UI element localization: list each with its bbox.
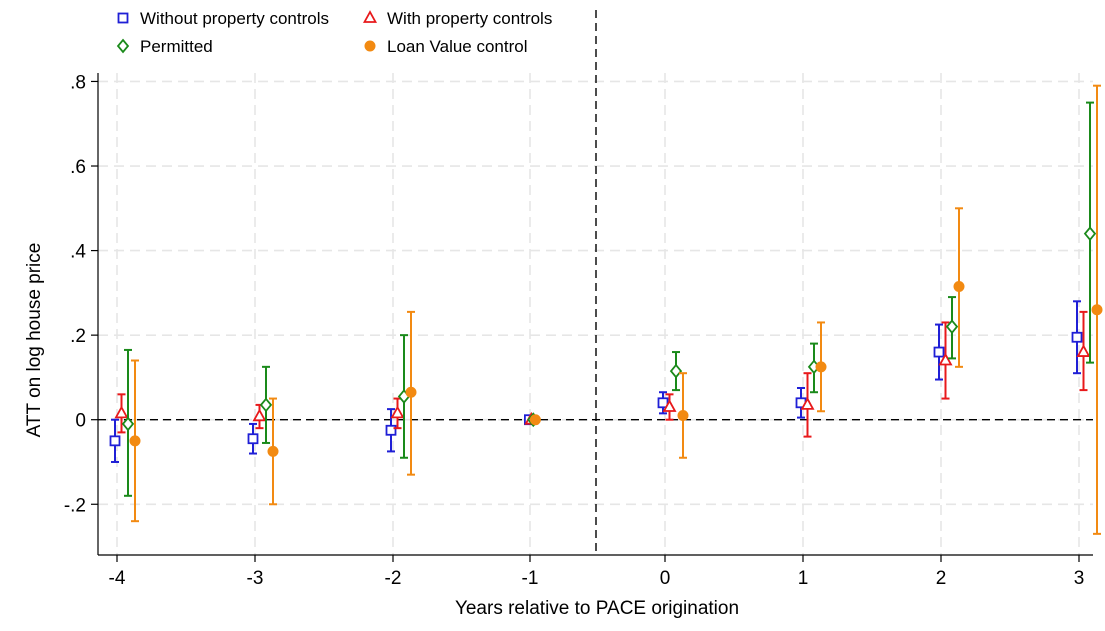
data-point bbox=[933, 346, 945, 358]
legend-label: Permitted bbox=[140, 37, 213, 56]
data-point bbox=[1083, 226, 1097, 242]
data-point bbox=[247, 433, 259, 445]
legend-marker bbox=[362, 10, 378, 23]
y-tick-label: -.2 bbox=[64, 495, 86, 516]
reference-lines bbox=[98, 10, 1093, 555]
legend-label: Loan Value control bbox=[387, 37, 528, 56]
data-point bbox=[109, 435, 121, 447]
data-point bbox=[121, 416, 135, 432]
legend-label: Without property controls bbox=[140, 9, 329, 28]
data-point bbox=[815, 361, 827, 373]
data-point bbox=[938, 352, 953, 366]
y-tick-label: .8 bbox=[70, 72, 86, 93]
y-tick-label: .6 bbox=[70, 157, 86, 178]
data-point bbox=[267, 445, 279, 457]
data-point bbox=[385, 424, 397, 436]
data-point bbox=[129, 435, 141, 447]
data-point bbox=[390, 405, 405, 419]
x-tick-label: 3 bbox=[1074, 568, 1085, 589]
legend-item: Without property controls bbox=[117, 9, 329, 28]
legend-label: With property controls bbox=[387, 9, 552, 28]
data-point bbox=[405, 386, 417, 398]
x-tick-label: -3 bbox=[247, 568, 264, 589]
x-tick-label: 1 bbox=[798, 568, 809, 589]
legend-item: Permitted bbox=[116, 37, 213, 56]
data-point bbox=[662, 399, 677, 412]
legend: Without property controls With property c… bbox=[116, 9, 552, 56]
x-axis-label: Years relative to PACE origination bbox=[455, 598, 739, 619]
series-with-property-controls bbox=[114, 310, 1091, 438]
legend-marker bbox=[116, 38, 130, 54]
data-point bbox=[114, 405, 129, 419]
axes: -.2 0 .2 .4 .6 .8 -4 -3 -2 -1 0 1 2 3 bbox=[64, 72, 1093, 589]
series-loan-value-control bbox=[129, 84, 1103, 535]
legend-item: With property controls bbox=[362, 9, 552, 28]
data-point bbox=[252, 408, 267, 422]
data-point bbox=[669, 363, 683, 379]
data-point bbox=[800, 397, 815, 410]
data-point bbox=[677, 409, 689, 421]
series-without-property-controls bbox=[109, 300, 1083, 463]
y-tick-label: .2 bbox=[70, 326, 86, 347]
x-tick-label: -1 bbox=[522, 568, 539, 589]
x-tick-label: -4 bbox=[109, 568, 126, 589]
data-point bbox=[529, 414, 541, 426]
legend-item: Loan Value control bbox=[364, 37, 528, 56]
y-tick-label: .4 bbox=[70, 242, 86, 263]
x-tick-label: -2 bbox=[385, 568, 402, 589]
x-tick-label: 0 bbox=[660, 568, 671, 589]
legend-marker bbox=[117, 12, 129, 24]
data-point bbox=[945, 319, 959, 335]
data-point bbox=[1091, 304, 1103, 316]
y-tick-label: 0 bbox=[75, 411, 86, 432]
x-tick-label: 2 bbox=[936, 568, 947, 589]
data-point bbox=[259, 397, 273, 413]
data-point bbox=[1076, 344, 1091, 357]
data-point bbox=[953, 281, 965, 293]
y-axis-label: ATT on log house price bbox=[24, 243, 45, 438]
series-permitted bbox=[121, 101, 1097, 497]
data-point bbox=[1071, 331, 1083, 343]
series-group bbox=[109, 84, 1103, 535]
legend-marker bbox=[364, 40, 376, 52]
